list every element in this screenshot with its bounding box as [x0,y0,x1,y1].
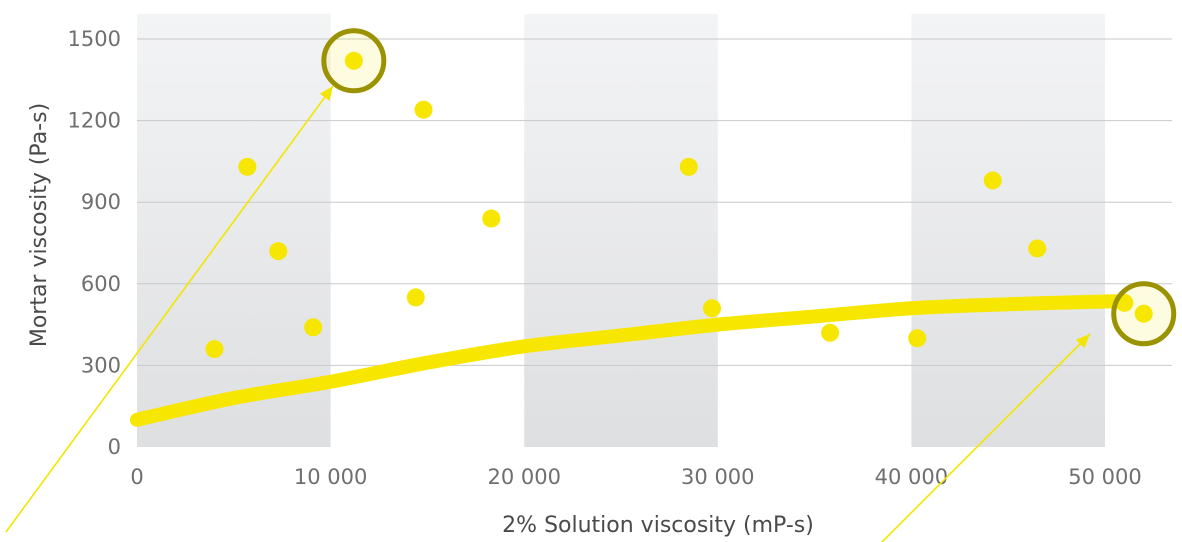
highlight-circle [321,28,387,94]
callout-arrow-line [5,85,334,533]
highlight-circle [1111,281,1177,347]
data-point [1028,239,1047,258]
y-tick-label: 0 [108,435,121,459]
data-point [908,329,927,348]
data-point [983,171,1002,190]
y-tick-label: 1500 [68,27,121,51]
x-axis-label: 2% Solution viscosity (mP-s) [502,513,814,538]
background-band [137,14,331,447]
callout-arrow-head [319,86,333,101]
data-point [205,340,224,359]
y-tick-label: 300 [81,353,121,377]
data-point [304,318,323,337]
y-tick-label: 1200 [68,109,121,133]
callout-arrow-head [1075,334,1090,349]
data-point [344,51,363,70]
x-tick-label: 30 000 [681,465,754,489]
data-point [679,157,698,176]
callout-arrow-line [880,333,1091,542]
x-tick-label: 0 [130,465,143,489]
x-tick-label: 50 000 [1068,465,1141,489]
x-tick-label: 10 000 [294,465,367,489]
data-point [238,157,257,176]
background-band [911,14,1105,447]
y-tick-label: 600 [81,272,121,296]
data-point [269,242,288,261]
data-point [414,100,433,119]
data-point [406,288,425,307]
x-tick-label: 20 000 [487,465,560,489]
background-band [524,14,718,447]
data-point [821,323,840,342]
data-point [482,209,501,228]
x-tick-label: 40 000 [875,465,948,489]
data-point [1134,304,1153,323]
y-axis-label: Mortar viscosity (Pa-s) [27,103,52,347]
trend-line [130,294,1132,427]
y-tick-label: 900 [81,190,121,214]
data-point [702,299,721,318]
